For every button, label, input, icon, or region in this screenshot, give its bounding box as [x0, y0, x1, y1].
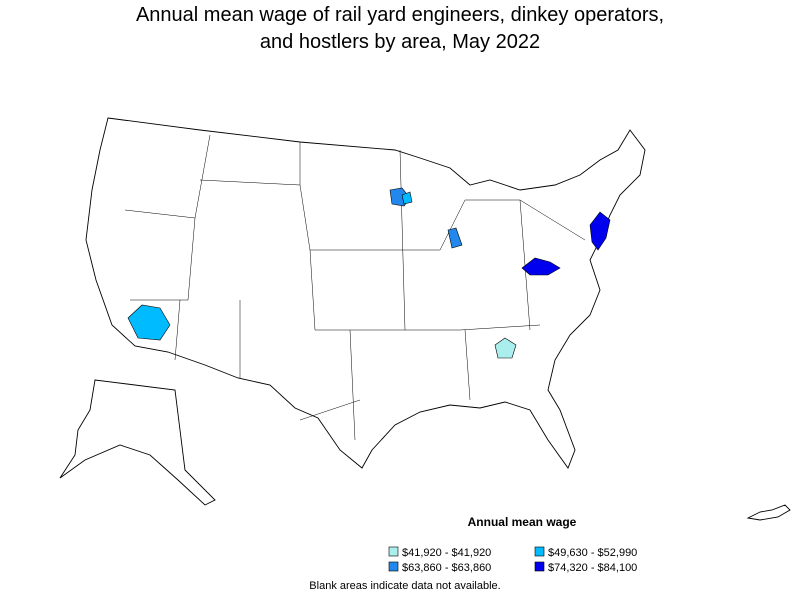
region-northeast [589, 211, 611, 251]
footnote: Blank areas indicate data not available. [309, 580, 500, 592]
map-title: Annual mean wage of rail yard engineers,… [135, 4, 665, 53]
alaska [59, 379, 216, 506]
hawaii [746, 504, 791, 521]
legend-swatch [388, 546, 399, 557]
legend-label: $49,630 - $52,990 [548, 547, 637, 559]
legend-label: $41,920 - $41,920 [402, 547, 491, 559]
legend-label: $63,860 - $63,860 [402, 562, 491, 574]
shaded-areas [127, 187, 611, 359]
legend-title: Annual mean wage [468, 515, 577, 529]
region-minnesota-2 [401, 191, 413, 205]
region-los-angeles [127, 304, 171, 341]
legend-swatch [388, 561, 399, 572]
region-georgia [494, 337, 517, 359]
region-illinois [447, 227, 463, 249]
legend-swatch [534, 546, 545, 557]
region-west-virginia [521, 257, 561, 276]
legend: $41,920 - $41,920 $49,630 - $52,990 $63,86… [388, 546, 637, 574]
us-mainland [85, 117, 646, 469]
legend-label: $74,320 - $84,100 [548, 562, 637, 574]
legend-swatch [534, 561, 545, 572]
